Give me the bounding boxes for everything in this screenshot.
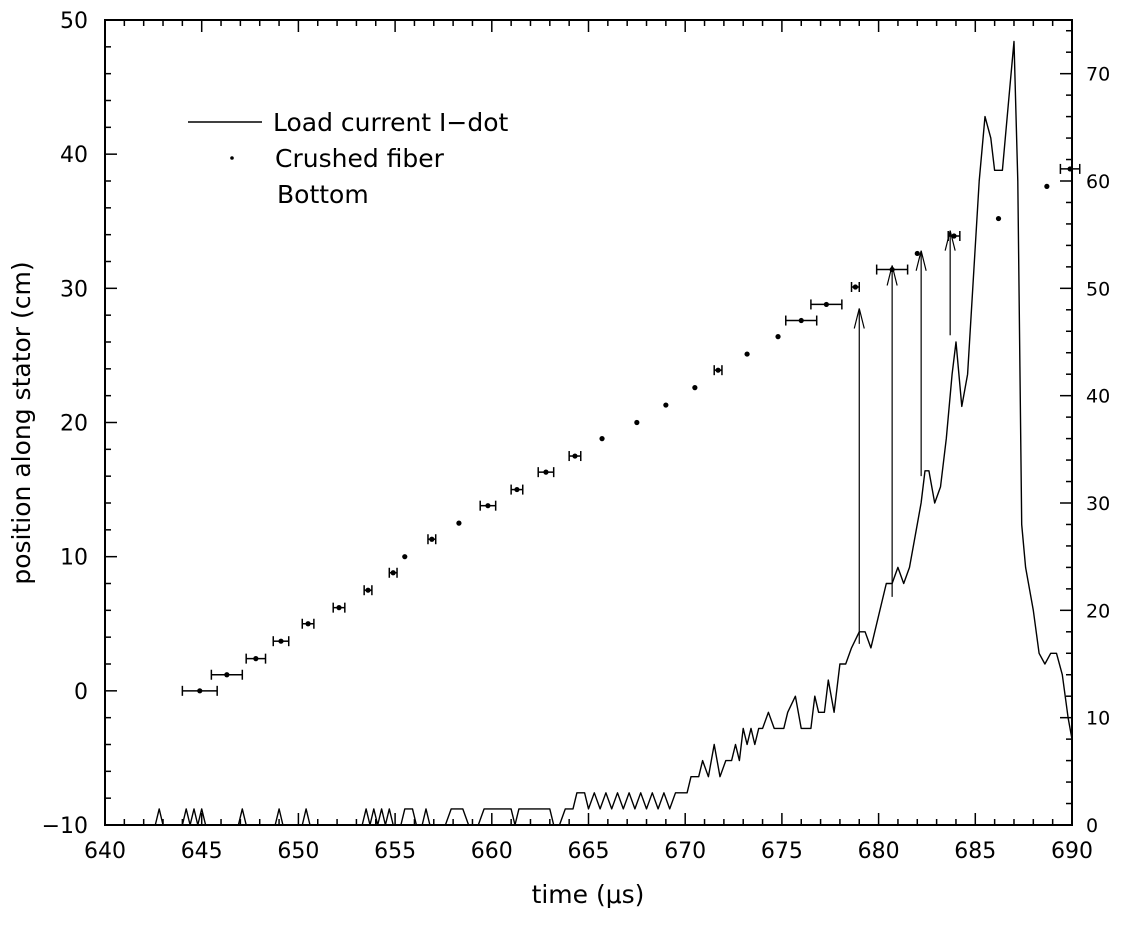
x-tick-label: 660 bbox=[471, 839, 513, 864]
data-point bbox=[914, 250, 920, 257]
data-point bbox=[715, 367, 721, 373]
data-point bbox=[1067, 166, 1073, 172]
y-tick-label: −10 bbox=[42, 814, 88, 839]
y2-tick-label: 70 bbox=[1086, 64, 1110, 86]
data-point bbox=[253, 656, 259, 662]
x-tick-label: 665 bbox=[568, 839, 610, 864]
data-point bbox=[278, 638, 284, 644]
data-point bbox=[775, 334, 781, 340]
y2-tick-label: 20 bbox=[1086, 600, 1110, 622]
data-point bbox=[543, 469, 549, 475]
data-point bbox=[798, 317, 804, 324]
y-tick-label: 20 bbox=[60, 412, 88, 437]
y2-tick-label: 10 bbox=[1086, 708, 1110, 730]
data-point bbox=[402, 554, 408, 560]
x-tick-label: 675 bbox=[761, 839, 803, 864]
x-tick-label: 655 bbox=[374, 839, 416, 864]
data-point bbox=[852, 284, 858, 290]
x-tick-label: 670 bbox=[664, 839, 706, 864]
data-point bbox=[599, 436, 605, 442]
data-point bbox=[634, 419, 640, 426]
data-point bbox=[305, 621, 311, 627]
x-tick-label: 640 bbox=[84, 839, 126, 864]
data-point bbox=[572, 453, 578, 459]
x-tick-label: 645 bbox=[181, 839, 223, 864]
y-tick-label: 50 bbox=[60, 9, 88, 34]
legend-point-label: Crushed fiber bbox=[275, 144, 445, 173]
y2-tick-label: 60 bbox=[1086, 171, 1110, 193]
load-current-line bbox=[105, 40, 1073, 826]
annotation-arrows bbox=[853, 230, 956, 644]
arrow-head bbox=[944, 230, 956, 251]
data-point bbox=[485, 503, 491, 509]
data-point bbox=[336, 605, 342, 611]
data-point bbox=[429, 536, 435, 542]
arrow-head bbox=[915, 250, 927, 271]
y-axis-title: position along stator (cm) bbox=[7, 261, 36, 584]
data-point bbox=[224, 672, 230, 678]
x-axis: 640 645 650 655 660 665 670 675 680 685 690 bbox=[84, 20, 1093, 864]
plot-frame bbox=[104, 19, 1073, 826]
y-axis-right: 0 10 20 30 40 50 60 70 bbox=[1060, 29, 1110, 837]
arrow-head bbox=[886, 265, 898, 286]
data-point bbox=[692, 385, 698, 391]
data-point bbox=[1044, 183, 1050, 189]
x-tick-label: 680 bbox=[858, 839, 900, 864]
data-point bbox=[514, 486, 520, 493]
y-tick-label: 40 bbox=[60, 143, 88, 168]
data-point bbox=[823, 301, 829, 308]
y-axis-left: −10 0 10 20 30 40 50 bbox=[42, 9, 117, 839]
data-point bbox=[951, 233, 957, 239]
data-point bbox=[995, 215, 1002, 222]
data-point bbox=[365, 587, 371, 593]
x-tick-label: 685 bbox=[954, 839, 996, 864]
y2-tick-label: 40 bbox=[1086, 386, 1110, 408]
arrow-head bbox=[853, 308, 865, 329]
legend-point-label-2: Bottom bbox=[277, 180, 369, 209]
y2-tick-label: 0 bbox=[1086, 815, 1098, 837]
x-tick-label: 650 bbox=[277, 839, 319, 864]
data-point bbox=[744, 351, 750, 357]
data-point bbox=[197, 688, 203, 694]
y-tick-label: 30 bbox=[60, 277, 88, 302]
x-tick-label: 690 bbox=[1051, 839, 1093, 864]
data-point bbox=[663, 402, 669, 408]
load-current-series bbox=[105, 40, 1073, 826]
data-point bbox=[390, 570, 396, 576]
y2-tick-label: 50 bbox=[1086, 278, 1110, 300]
crushed-fiber-series bbox=[181, 163, 1081, 696]
y-tick-label: 10 bbox=[60, 546, 88, 571]
y2-tick-label: 30 bbox=[1086, 493, 1110, 515]
data-point bbox=[456, 520, 462, 526]
legend-point-swatch bbox=[230, 156, 234, 160]
x-axis-title: time (μs) bbox=[532, 880, 645, 909]
y-tick-label: 0 bbox=[74, 680, 88, 705]
legend: Load current I−dot Crushed fiber Bottom bbox=[188, 108, 509, 209]
plot-area-border bbox=[104, 19, 1073, 826]
legend-line-label: Load current I−dot bbox=[273, 108, 509, 137]
